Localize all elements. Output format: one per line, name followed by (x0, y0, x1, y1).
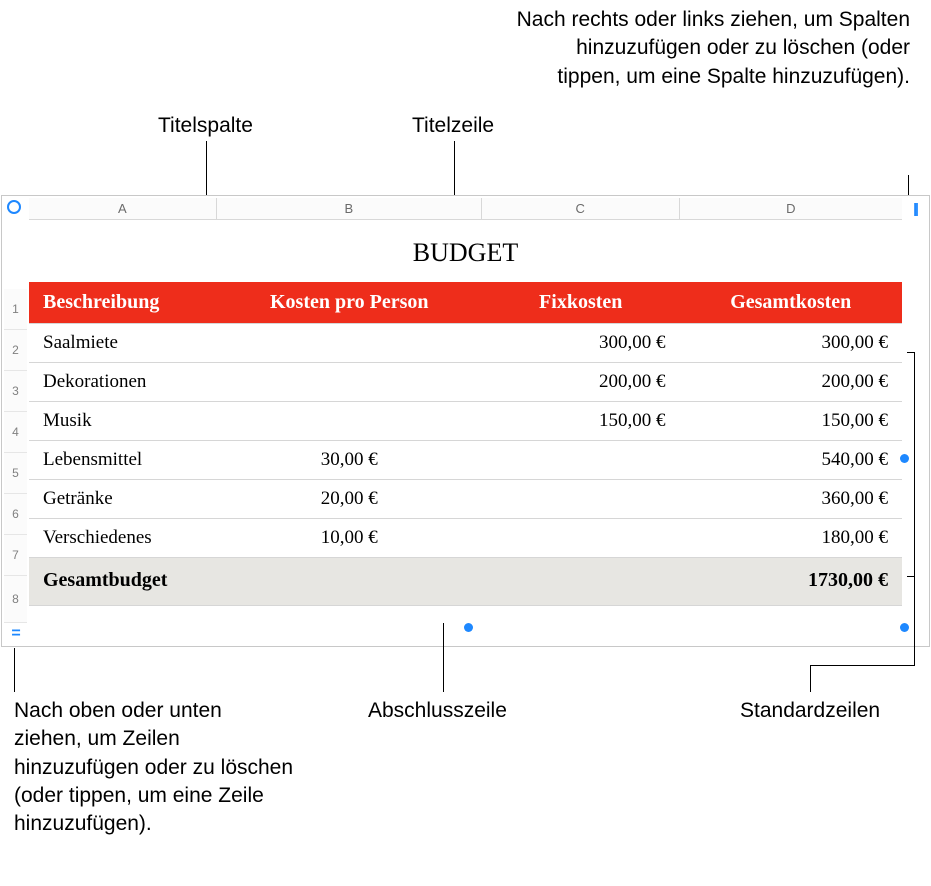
cell[interactable]: 200,00 € (680, 363, 902, 401)
row-header-1[interactable]: 1 (4, 289, 27, 330)
cell[interactable]: 150,00 € (482, 402, 680, 440)
callout-add-col-hint: Nach rechts oder links ziehen, um Spalte… (515, 6, 910, 91)
row-header-8[interactable]: 8 (4, 576, 27, 623)
callout-body-rows: Standardzeilen (740, 697, 880, 725)
spreadsheet-frame: A B C D || 1 2 3 4 5 6 7 8 = BUDGET Besc… (1, 195, 930, 647)
cell[interactable]: 540,00 € (680, 441, 902, 479)
callout-leader (810, 665, 811, 692)
row-header-5[interactable]: 5 (4, 453, 27, 494)
callout-title-row: Titelzeile (412, 112, 494, 140)
cell[interactable]: Saalmiete (29, 324, 217, 362)
column-header-d[interactable]: D (680, 198, 902, 220)
table-row[interactable]: Saalmiete 300,00 € 300,00 € (29, 324, 902, 363)
cell[interactable]: 150,00 € (680, 402, 902, 440)
footer-cell[interactable] (482, 558, 680, 605)
cell[interactable] (217, 402, 482, 440)
footer-cell[interactable]: Gesamtbudget (29, 558, 217, 605)
callout-leader (914, 577, 915, 665)
cell[interactable]: 180,00 € (680, 519, 902, 557)
bracket-tick (907, 576, 914, 577)
cell[interactable]: 30,00 € (217, 441, 482, 479)
footer-cell[interactable] (217, 558, 482, 605)
callout-leader (443, 623, 444, 692)
cell[interactable]: 360,00 € (680, 480, 902, 518)
column-header-b[interactable]: B (217, 198, 482, 220)
cell[interactable]: 10,00 € (217, 519, 482, 557)
callout-leader (14, 648, 15, 692)
column-header-c[interactable]: C (482, 198, 680, 220)
cell[interactable]: 300,00 € (680, 324, 902, 362)
add-row-handle[interactable]: = (8, 628, 24, 644)
row-header-7[interactable]: 7 (4, 535, 27, 576)
column-header-a[interactable]: A (29, 198, 217, 220)
table-row[interactable]: Verschiedenes 10,00 € 180,00 € (29, 519, 902, 558)
callout-leader (908, 175, 909, 196)
table-corner-handle[interactable] (7, 200, 21, 214)
bracket-line (914, 352, 915, 577)
header-cell[interactable]: Beschreibung (29, 282, 217, 323)
table-row[interactable]: Lebensmittel 30,00 € 540,00 € (29, 441, 902, 480)
cell[interactable]: Musik (29, 402, 217, 440)
table-row[interactable]: Musik 150,00 € 150,00 € (29, 402, 902, 441)
callout-title-column: Titelspalte (158, 112, 253, 140)
bracket-tick (907, 352, 914, 353)
cell[interactable]: 300,00 € (482, 324, 680, 362)
column-headers: A B C D (29, 198, 902, 220)
header-cell[interactable]: Fixkosten (482, 282, 680, 323)
table-body: BUDGET Beschreibung Kosten pro Person Fi… (29, 228, 902, 606)
cell[interactable]: Verschiedenes (29, 519, 217, 557)
row-headers: 1 2 3 4 5 6 7 8 (4, 289, 27, 623)
add-column-handle[interactable]: || (907, 200, 923, 216)
selection-handle[interactable] (900, 454, 909, 463)
selection-handle[interactable] (900, 623, 909, 632)
callout-leader (810, 665, 915, 666)
header-cell[interactable]: Gesamtkosten (680, 282, 902, 323)
table-row[interactable]: Getränke 20,00 € 360,00 € (29, 480, 902, 519)
table-row[interactable]: Dekorationen 200,00 € 200,00 € (29, 363, 902, 402)
cell[interactable]: Dekorationen (29, 363, 217, 401)
footer-cell[interactable]: 1730,00 € (680, 558, 902, 605)
cell[interactable] (217, 363, 482, 401)
cell[interactable]: Lebensmittel (29, 441, 217, 479)
cell[interactable] (217, 324, 482, 362)
cell[interactable] (482, 519, 680, 557)
table-title: BUDGET (29, 228, 902, 282)
cell[interactable] (482, 441, 680, 479)
cell[interactable]: Getränke (29, 480, 217, 518)
row-header-4[interactable]: 4 (4, 412, 27, 453)
cell[interactable] (482, 480, 680, 518)
row-header-3[interactable]: 3 (4, 371, 27, 412)
row-header-2[interactable]: 2 (4, 330, 27, 371)
callout-footer-row: Abschlusszeile (368, 697, 507, 725)
selection-handle[interactable] (464, 623, 473, 632)
row-header-6[interactable]: 6 (4, 494, 27, 535)
header-cell[interactable]: Kosten pro Person (217, 282, 482, 323)
table-header-row[interactable]: Beschreibung Kosten pro Person Fixkosten… (29, 282, 902, 324)
cell[interactable]: 20,00 € (217, 480, 482, 518)
table-footer-row[interactable]: Gesamtbudget 1730,00 € (29, 558, 902, 606)
cell[interactable]: 200,00 € (482, 363, 680, 401)
callout-add-row-hint: Nach oben oder unten ziehen, um Zeilen h… (14, 697, 294, 839)
